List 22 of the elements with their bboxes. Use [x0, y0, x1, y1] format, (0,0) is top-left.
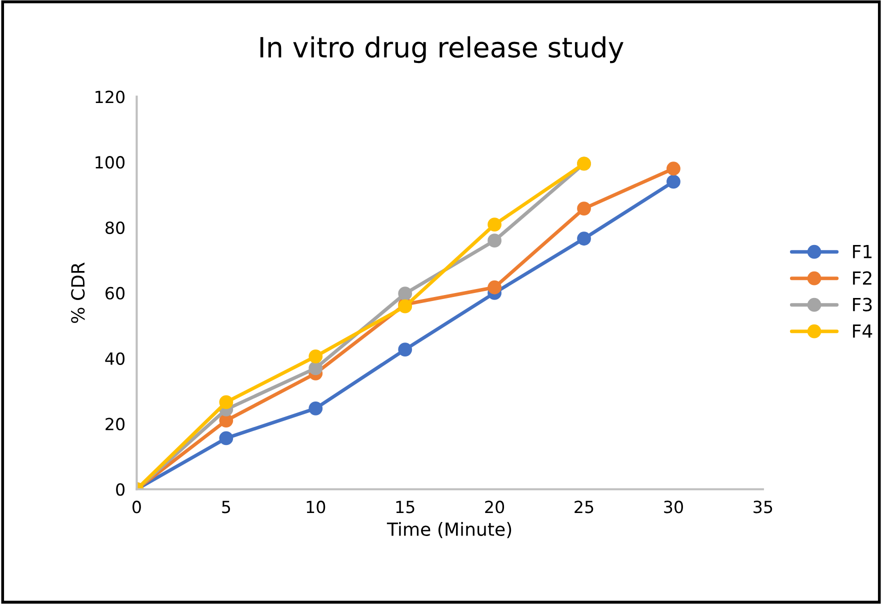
y-axis-title: % CDR — [71, 262, 85, 323]
x-tick-label: 25 — [574, 500, 594, 514]
x-tick-label: 10 — [306, 500, 326, 514]
x-tick-label: 30 — [664, 500, 683, 514]
chart-title: In vitro drug release study — [260, 36, 624, 64]
y-tick-label: 80 — [106, 221, 124, 234]
legend-label: F4 — [853, 324, 872, 338]
y-tick-label: 0 — [116, 483, 124, 496]
y-tick-label: 20 — [106, 418, 124, 430]
y-tick-label: 100 — [96, 156, 124, 169]
x-tick-label: 20 — [485, 500, 504, 514]
x-tick-label: 35 — [754, 500, 772, 514]
x-tick-label: 15 — [396, 500, 414, 514]
x-axis-title: Time (Minute) — [386, 522, 512, 538]
legend-label: F3 — [853, 298, 872, 312]
y-tick-label: 40 — [105, 352, 124, 365]
x-tick-label: 5 — [222, 500, 230, 514]
legend-label: F2 — [853, 271, 872, 285]
x-tick-label: 0 — [132, 500, 141, 514]
y-tick-label: 60 — [106, 286, 124, 300]
legend-label: F1 — [853, 245, 872, 258]
y-tick-label: 120 — [96, 90, 124, 104]
